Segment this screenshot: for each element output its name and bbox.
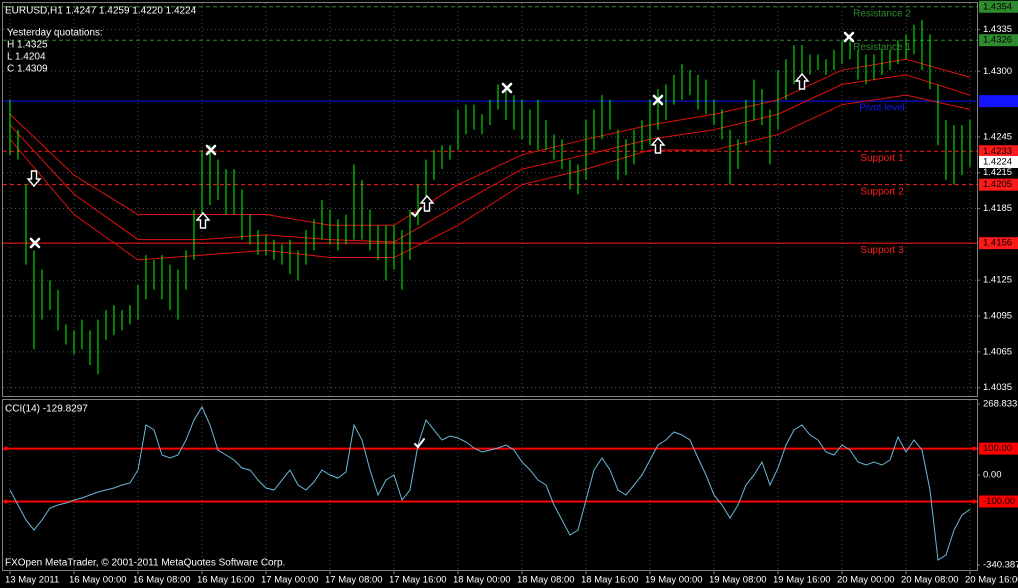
x-tick-label: 18 May 08:00: [517, 575, 575, 586]
info-line: C 1.4309: [7, 64, 48, 75]
y-tick-label: 1.4095: [983, 311, 1012, 322]
level-name: Support 1: [860, 153, 904, 164]
level-price-box: [979, 34, 1018, 47]
y-tick-label: 268.833: [983, 399, 1017, 410]
last-price-label: 1.4224: [983, 157, 1012, 168]
last-price-box: [979, 155, 1018, 168]
envelope-line: [9, 94, 971, 261]
x-tick-label: 20 May 00:00: [837, 575, 895, 586]
x-tick-label: 13 May 2011: [5, 575, 59, 586]
cci-line: [9, 405, 971, 561]
info-line: L 1.4204: [7, 52, 46, 63]
level-price-box: [979, 95, 1018, 108]
envelope-line: [9, 58, 971, 226]
level-handle: [972, 499, 976, 504]
level-name: Support 2: [860, 186, 904, 197]
level-box: [979, 442, 1018, 455]
y-tick-label: 1.4335: [983, 24, 1012, 35]
level-price-label: 1.4233: [983, 146, 1012, 157]
level-handle: [4, 499, 8, 504]
x-tick-label: 20 May 08:00: [901, 575, 959, 586]
y-tick-label: 1.4215: [983, 167, 1012, 178]
x-tick-label: 16 May 00:00: [69, 575, 127, 586]
price-pane: [2, 2, 978, 397]
plot-layer: 13 May 2011 16 May 00:00 16 May 08:00 16 Ma…: [3, 0, 1018, 586]
level-price-label: 1.4354: [983, 1, 1012, 12]
level-box: [979, 495, 1018, 508]
cci-title: CCI(14) -129.8297: [5, 404, 88, 415]
symbol-header: EURUSD,H1 1.4247 1.4259 1.4220 1.4224: [5, 6, 197, 17]
x-tick-label: 19 May 00:00: [645, 575, 703, 586]
y-tick-label: -340.387: [983, 560, 1018, 571]
y-tick-label: 1.4035: [983, 382, 1012, 393]
level-price-box: [979, 178, 1018, 191]
level-price-label: 1.4326: [983, 35, 1012, 46]
x-tick-label: 18 May 00:00: [453, 575, 511, 586]
x-tick-label: 19 May 08:00: [709, 575, 767, 586]
x-tick-label: 16 May 16:00: [197, 575, 255, 586]
x-tick-label: 17 May 16:00: [389, 575, 447, 586]
y-tick-label: 1.4185: [983, 203, 1012, 214]
x-tick-label: 17 May 08:00: [325, 575, 383, 586]
level-price-label: 1.4205: [983, 179, 1012, 190]
envelope-line: [9, 74, 971, 243]
level-name: Support 3: [860, 245, 904, 256]
info-line: Yesterday quotations:: [7, 28, 103, 39]
level-name: Resistance 2: [853, 8, 911, 19]
y-tick-label: 1.4125: [983, 275, 1012, 286]
level-handle: [972, 446, 976, 451]
level-price-box: [979, 0, 1018, 13]
level-label: -100.00: [983, 496, 1015, 507]
y-tick-label: 0.00: [983, 470, 1002, 481]
level-price-box: [979, 145, 1018, 158]
x-tick-label: 17 May 00:00: [261, 575, 319, 586]
level-price-label: 1.4275: [983, 96, 1012, 107]
y-tick-label: 1.4245: [983, 131, 1012, 142]
level-label: 100.00: [983, 443, 1012, 454]
y-tick-label: 1.4300: [983, 66, 1012, 77]
level-name: Resistance 1: [853, 42, 911, 53]
cci-pane: [2, 399, 978, 571]
level-handle: [4, 446, 8, 451]
level-name: Pivot level: [859, 103, 905, 114]
x-tick-label: 19 May 16:00: [773, 575, 831, 586]
x-tick-label: 20 May 16:00: [965, 575, 1018, 586]
x-tick-label: 16 May 08:00: [133, 575, 191, 586]
info-line: H 1.4325: [7, 40, 48, 51]
level-price-label: 1.4156: [983, 238, 1012, 249]
level-price-box: [979, 237, 1018, 250]
x-tick-label: 18 May 16:00: [581, 575, 639, 586]
y-tick-label: 1.4065: [983, 346, 1012, 357]
footer: FXOpen MetaTrader, © 2001-2011 MetaQuote…: [5, 558, 285, 569]
